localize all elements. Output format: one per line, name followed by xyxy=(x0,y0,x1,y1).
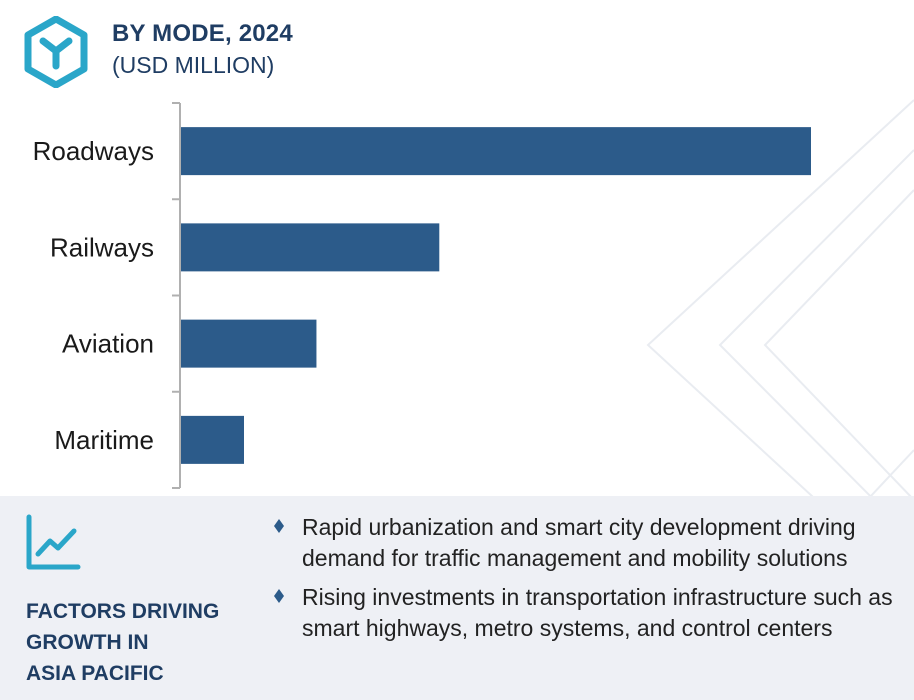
factors-title-line-2: GROWTH IN xyxy=(26,631,149,654)
bullet-text: Rising investments in transportation inf… xyxy=(302,584,893,641)
bar-chart: Roadways Railways Aviation Maritime xyxy=(33,102,811,489)
factors-title-line-3: ASIA PACIFIC xyxy=(26,662,164,685)
hexagon-y-logo-icon xyxy=(24,16,88,88)
diamond-bullet-icon xyxy=(274,519,284,533)
category-label-aviation: Aviation xyxy=(62,329,154,359)
bullet-item: Rapid urbanization and smart city develo… xyxy=(270,512,910,574)
chart-subtitle: (USD MILLION) xyxy=(112,52,275,78)
chart-title: BY MODE, 2024 xyxy=(112,20,293,47)
bullet-item: Rising investments in transportation inf… xyxy=(270,582,910,644)
category-label-roadways: Roadways xyxy=(33,136,154,166)
diamond-bullet-icon xyxy=(274,589,284,603)
bar-aviation xyxy=(181,319,317,368)
bar-maritime xyxy=(181,415,244,464)
category-label-maritime: Maritime xyxy=(54,425,154,455)
category-label-railways: Railways xyxy=(50,232,154,262)
factors-title: FACTORS DRIVING GROWTH IN ASIA PACIFIC xyxy=(26,596,219,689)
bar-railways xyxy=(181,223,440,272)
factors-bullet-list: Rapid urbanization and smart city develo… xyxy=(270,512,910,652)
line-chart-trend-icon xyxy=(26,514,81,570)
bullet-text: Rapid urbanization and smart city develo… xyxy=(302,514,856,571)
bar-roadways xyxy=(181,127,811,176)
factors-panel xyxy=(0,496,914,700)
factors-title-line-1: FACTORS DRIVING xyxy=(26,600,220,623)
